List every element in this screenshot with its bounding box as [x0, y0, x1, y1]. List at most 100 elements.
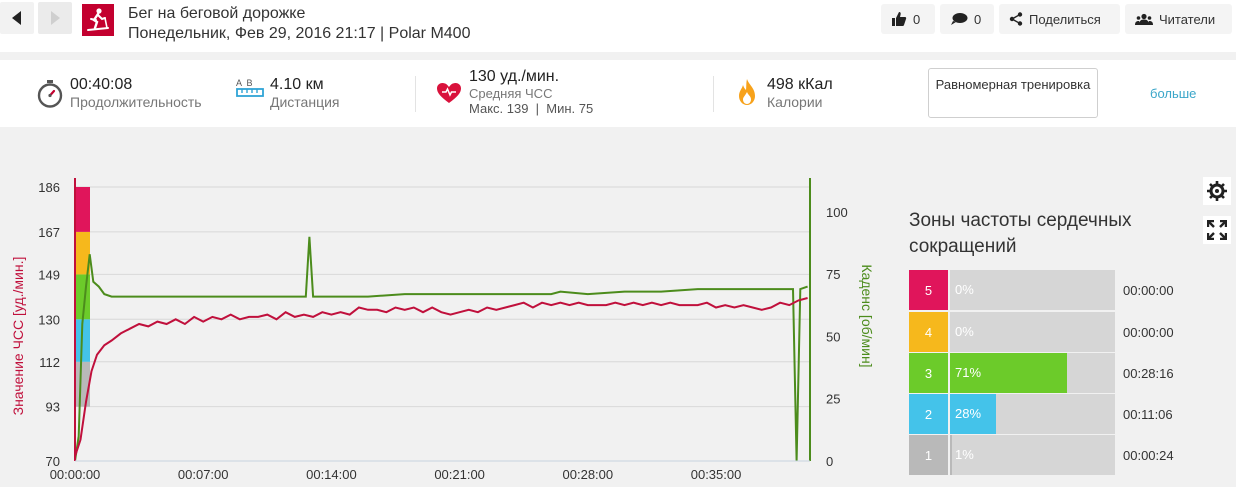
y-right-tick-label: 25 — [826, 392, 840, 407]
zone-row-3: 3 71% 00:28:16 — [909, 353, 1236, 393]
zone-number: 3 — [909, 353, 948, 393]
zone-bar-fill — [950, 435, 952, 475]
zone-time: 00:00:00 — [1123, 283, 1174, 298]
summary-bar: 00:40:08 Продолжительность A B 4.10 км Д… — [0, 60, 1236, 127]
thumbs-up-icon — [892, 12, 907, 26]
treadmill-icon — [82, 4, 114, 36]
hr-zone-band — [75, 361, 90, 407]
divider — [415, 76, 416, 112]
zone-time: 00:11:06 — [1123, 407, 1173, 422]
zone-percent: 28% — [955, 406, 982, 421]
zone-number: 1 — [909, 435, 948, 475]
calories-label: Калории — [767, 94, 823, 110]
y-left-tick-label: 149 — [38, 267, 60, 282]
avg-hr-value: 130 уд./мин. — [469, 68, 560, 85]
arrow-right-icon — [51, 11, 60, 25]
more-link[interactable]: больше — [1150, 86, 1197, 101]
zone-bar-track: 0% — [950, 270, 1115, 310]
zone-percent: 0% — [955, 282, 974, 297]
y-right-tick-label: 0 — [826, 454, 833, 469]
y-right-tick-label: 50 — [826, 329, 840, 344]
zone-bar-track: 1% — [950, 435, 1115, 475]
zone-number: 2 — [909, 394, 948, 434]
hr-cadence-chart: 70 93 112 130 149 167 186 0 25 50 75 100 00:00:00 00:… — [0, 170, 900, 487]
like-count: 0 — [913, 11, 921, 27]
distance-icon: A B — [236, 78, 266, 98]
x-tick-label: 00:35:00 — [691, 467, 742, 482]
distance-icon-text: A B — [236, 78, 253, 88]
share-button[interactable]: Поделиться — [999, 4, 1120, 34]
plot-background — [75, 187, 810, 461]
duration-label: Продолжительность — [70, 94, 202, 110]
y-right-axis-title: Каденс [об/мин] — [859, 264, 875, 367]
zone-percent: 71% — [955, 365, 982, 380]
stopwatch-icon — [37, 80, 63, 113]
chart-canvas: 70 93 112 130 149 167 186 0 25 50 75 100 00:00:00 00:… — [10, 178, 875, 482]
zone-bar-track: 28% — [950, 394, 1115, 434]
zone-percent: 0% — [955, 324, 974, 339]
heart-icon — [436, 82, 462, 109]
heart-rate-line — [74, 297, 808, 457]
calories-value: 498 кКал — [767, 76, 833, 93]
session-subtitle: Понедельник, Фев 29, 2016 21:17 | Polar … — [128, 25, 471, 42]
zone-row-4: 4 0% 00:00:00 — [909, 312, 1236, 352]
comment-button[interactable]: 0 — [940, 4, 994, 34]
share-label: Поделиться — [1029, 11, 1101, 27]
y-left-axis-title: Значение ЧСС [уд./мин.] — [10, 257, 26, 416]
distance-value: 4.10 км — [270, 76, 324, 93]
y-left-tick-label: 70 — [46, 454, 60, 469]
workout-type-button[interactable]: Равномерная тренировка — [928, 68, 1098, 118]
zone-row-1: 1 1% 00:00:24 — [909, 435, 1236, 475]
hr-zone-band — [75, 231, 90, 275]
followers-label: Читатели — [1159, 11, 1216, 27]
zone-row-5: 5 0% 00:00:00 — [909, 270, 1236, 310]
hr-zone-band — [75, 187, 90, 232]
y-left-tick-label: 167 — [38, 225, 60, 240]
zone-number: 5 — [909, 270, 948, 310]
cadence-line — [74, 236, 808, 462]
y-left-tick-label: 112 — [39, 355, 60, 370]
zone-time: 00:28:16 — [1123, 366, 1174, 381]
duration-value: 00:40:08 — [70, 76, 133, 93]
y-right-tick-label: 75 — [826, 267, 840, 282]
y-left-tick-label: 186 — [38, 180, 60, 195]
flame-icon — [737, 78, 757, 111]
zone-time: 00:00:24 — [1123, 448, 1174, 463]
avg-hr-label: Средняя ЧСС — [469, 86, 553, 101]
x-tick-label: 00:28:00 — [563, 467, 614, 482]
y-left-tick-label: 93 — [46, 400, 60, 415]
x-tick-label: 00:14:00 — [306, 467, 357, 482]
gear-icon — [1207, 181, 1227, 201]
header-bar: Бег на беговой дорожке Понедельник, Фев … — [0, 0, 1236, 52]
page-title: Бег на беговой дорожке — [128, 5, 306, 22]
x-tick-label: 00:00:00 — [50, 467, 101, 482]
y-right-tick-label: 100 — [826, 205, 848, 220]
comment-icon — [951, 13, 968, 25]
expand-icon — [1207, 220, 1227, 240]
share-icon — [1009, 12, 1023, 26]
next-button[interactable] — [38, 2, 72, 34]
arrow-left-icon — [12, 11, 21, 25]
followers-button[interactable]: Читатели — [1125, 4, 1232, 34]
followers-icon — [1135, 13, 1153, 25]
chart-settings-button[interactable] — [1203, 177, 1231, 205]
zone-bar-fill — [950, 394, 997, 434]
like-button[interactable]: 0 — [881, 4, 935, 34]
zone-percent: 1% — [955, 447, 974, 462]
zone-bar-track: 71% — [950, 353, 1115, 393]
zone-row-2: 2 28% 00:11:06 — [909, 394, 1236, 434]
y-left-tick-label: 130 — [38, 312, 60, 327]
zone-number: 4 — [909, 312, 948, 352]
distance-label: Дистанция — [270, 94, 340, 110]
zone-time: 00:00:00 — [1123, 325, 1174, 340]
previous-button[interactable] — [0, 2, 34, 34]
fullscreen-button[interactable] — [1203, 216, 1231, 244]
x-tick-label: 00:21:00 — [434, 467, 485, 482]
x-tick-label: 00:07:00 — [178, 467, 229, 482]
comment-count: 0 — [974, 11, 982, 27]
zone-bar-fill — [950, 353, 1068, 393]
hr-min-max: Макс. 139 | Мин. 75 — [469, 101, 594, 116]
divider — [713, 76, 714, 112]
zone-bar-track: 0% — [950, 312, 1115, 352]
zones-title: Зоны частоты сердечных сокращений — [909, 210, 1132, 257]
